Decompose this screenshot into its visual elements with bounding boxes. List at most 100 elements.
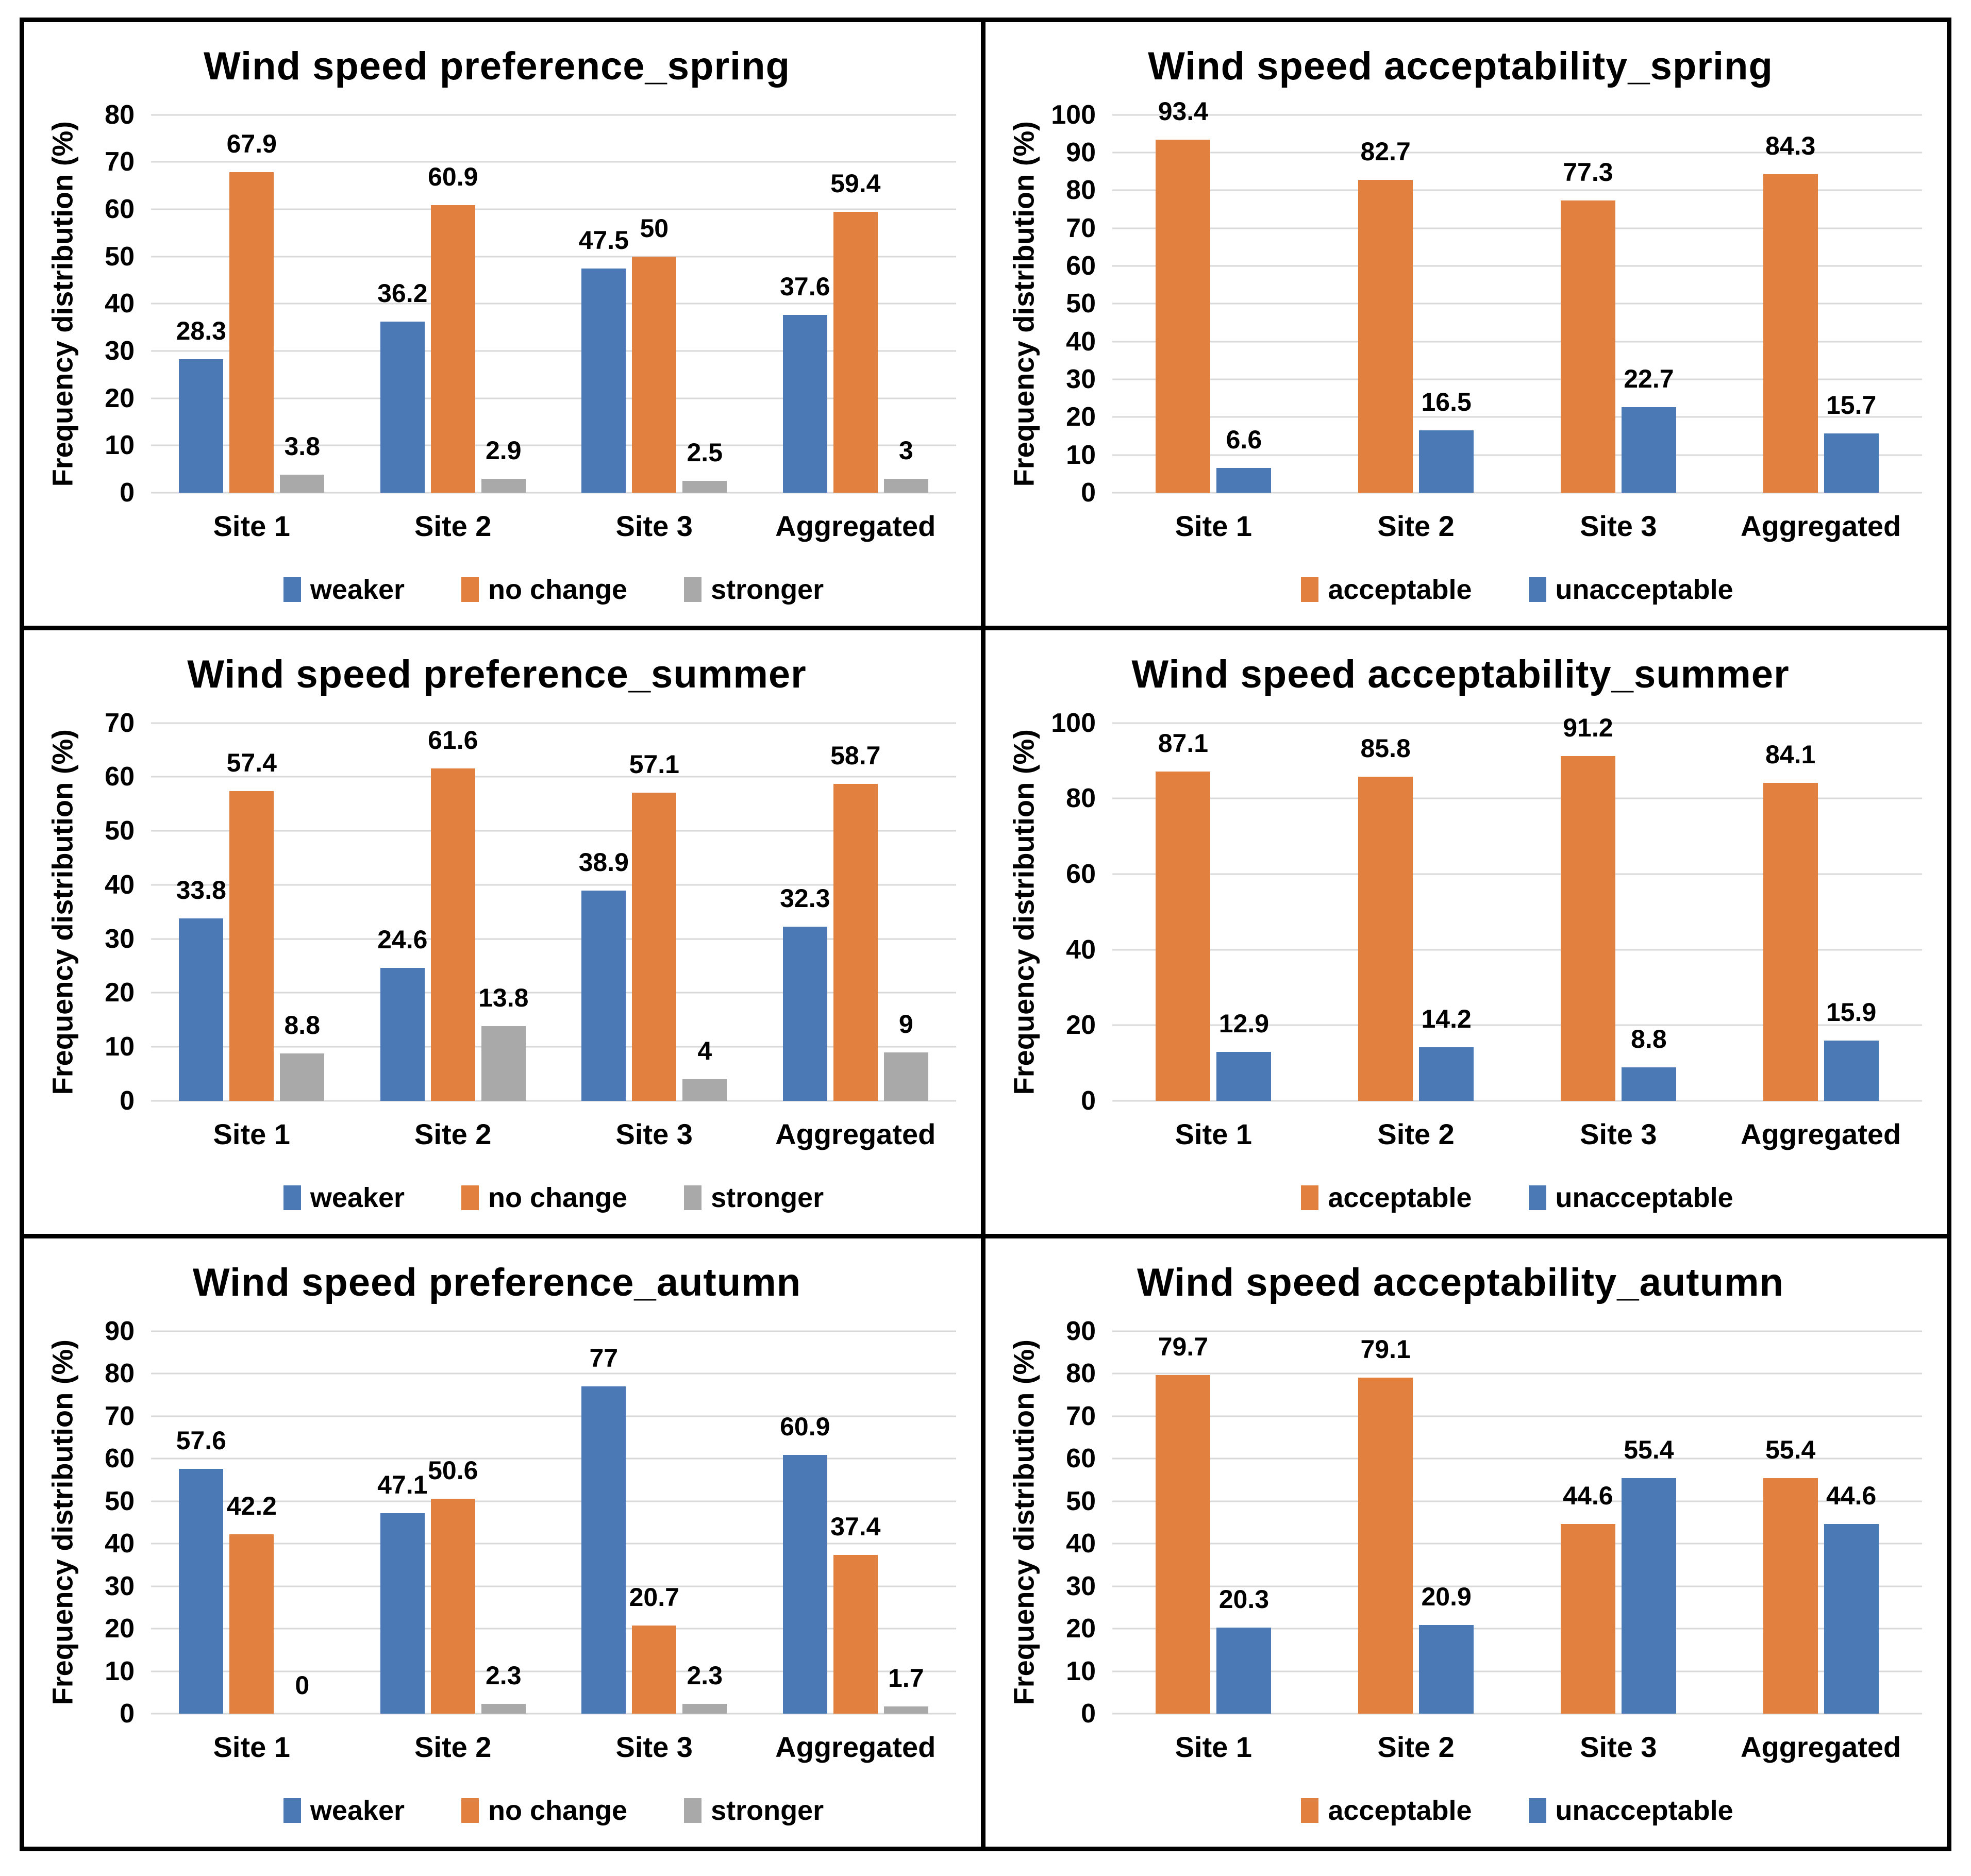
plot-area: 28.3 67.9 3.8 36.2 60.9 2.9 47.5 50 2.5 37.6 59.4 3 [151,114,956,494]
bar-value-label: 8.8 [1631,1025,1667,1054]
bar-acceptable: 93.4 [1156,98,1211,493]
bar-weaker: 33.8 [176,877,226,1101]
chart-title: Wind speed preference_summer [187,652,807,696]
gridline [1112,1330,1922,1332]
bar-value-label: 33.8 [176,875,226,904]
y-tick-label: 30 [105,924,135,954]
y-tick-label: 0 [1081,1086,1096,1116]
plot-row: Frequency distribution (%) 0 10 20 30 40 50 60… [38,102,956,506]
bar-value-label: 6.6 [1226,425,1262,454]
y-tick-label: 40 [1066,934,1096,965]
bar-unacceptable: 55.4 [1621,1437,1676,1714]
bar-no-change: 57.4 [227,750,277,1101]
bar-no-change: 20.7 [629,1584,679,1714]
bar-no-change: 37.4 [830,1514,880,1714]
x-category-label: Aggregated [1741,1117,1901,1150]
bar-value-label: 77 [589,1343,619,1372]
bar-value-label: 57.4 [226,748,277,777]
chart-body: Frequency distribution (%) 0 10 20 30 40 50 60… [38,91,956,621]
legend-label: acceptable [1328,1182,1472,1213]
legend: weaker no change stronger [151,1780,956,1841]
y-tick-label: 60 [105,762,135,792]
bar-group: 38.9 57.1 4 [554,723,755,1101]
y-axis-ticks: 0 20 40 60 80 100 [1048,710,1112,1114]
y-tick-label: 70 [105,147,135,177]
gridline [151,208,956,210]
gridline [151,1458,956,1460]
bar-acceptable: 79.7 [1156,1334,1211,1714]
y-tick-label: 90 [105,1316,135,1346]
gridline [1112,1585,1922,1587]
legend-item: no change [461,1795,627,1827]
bar-stronger: 3.8 [280,433,325,493]
y-tick-label: 20 [1066,1614,1096,1644]
legend-label: stronger [711,1182,824,1213]
plot-row: Frequency distribution (%) 0 10 20 30 40 50 60… [38,710,956,1114]
bar-unacceptable: 12.9 [1216,1011,1272,1101]
legend-swatch [283,1798,301,1823]
x-category-label: Site 2 [1377,1117,1455,1150]
gridline [151,1046,956,1048]
bar-value-label: 4 [697,1036,712,1066]
x-category-label: Site 1 [213,1117,290,1150]
y-tick-label: 80 [1066,175,1096,206]
y-tick-label: 50 [105,241,135,272]
y-tick-label: 0 [120,1086,135,1116]
x-category-label: Site 1 [1175,509,1252,542]
y-tick-label: 60 [105,194,135,224]
bar-value-label: 57.1 [629,749,679,779]
y-tick-label: 0 [1081,478,1096,508]
bar-value-label: 32.3 [780,883,830,913]
plot-area: 33.8 57.4 8.8 24.6 61.6 13.8 38.9 57.1 4 32.3 58.7… [151,722,956,1102]
y-axis-title: Frequency distribution (%) [1007,729,1040,1095]
x-axis-labels: Site 1 Site 2 Site 3 Aggregated [151,493,956,559]
gridline [1112,189,1922,191]
gridline [151,1330,956,1332]
bar-weaker: 38.9 [579,849,629,1101]
bar-stronger: 2.3 [481,1663,526,1714]
bar-value-label: 15.7 [1826,390,1877,420]
y-tick-label: 40 [105,1529,135,1559]
bar-group: 36.2 60.9 2.9 [353,115,554,493]
y-tick-label: 20 [105,1614,135,1644]
bar-group: 79.1 20.9 [1315,1331,1517,1714]
legend-item: acceptable [1301,1795,1472,1827]
bar-value-label: 9 [898,1009,913,1038]
y-tick-label: 20 [105,383,135,413]
y-axis-title: Frequency distribution (%) [46,729,79,1095]
y-tick-label: 80 [105,99,135,130]
bar-stronger: 4 [682,1038,727,1101]
legend: weaker no change stronger [151,1167,956,1229]
chart-title: Wind speed preference_autumn [192,1261,801,1304]
bar-value-label: 36.2 [377,279,428,308]
bar-value-label: 15.9 [1826,998,1877,1027]
y-tick-label: 30 [1066,364,1096,394]
legend-label: weaker [310,574,405,605]
bar-value-label: 55.4 [1765,1435,1816,1465]
bar-group: 47.5 50 2.5 [554,115,755,493]
bar-groups: 79.7 20.3 79.1 20.9 44.6 55.4 55.4 44.6 [1112,1331,1922,1714]
y-tick-label: 50 [1066,289,1096,319]
bar-weaker: 47.5 [579,227,629,493]
gridline [1112,873,1922,875]
bar-value-label: 58.7 [830,741,881,770]
bar-value-label: 47.1 [377,1470,428,1500]
plot-area: 93.4 6.6 82.7 16.5 77.3 22.7 84.3 15.7 [1112,98,1922,494]
legend-item: stronger [684,1795,824,1827]
chart-body: Frequency distribution (%) 0 10 20 30 40 50 60… [38,699,956,1229]
legend-item: weaker [283,1182,405,1214]
bar-unacceptable: 15.9 [1824,999,1879,1101]
bar-value-label: 16.5 [1421,388,1472,416]
plot-area: 57.6 42.2 0 47.1 50.6 2.3 77 20.7 2.3 60.9 37.4 1.7 [151,1330,956,1715]
gridline [151,1415,956,1417]
x-category-label: Site 1 [1175,1117,1252,1150]
plot-row: Frequency distribution (%) 0 10 20 30 40 50 60… [999,98,1922,506]
legend-item: no change [461,1182,627,1214]
x-category-label: Aggregated [775,1117,936,1150]
y-tick-label: 50 [105,816,135,846]
x-category-label: Site 3 [615,1117,693,1150]
gridline [151,1372,956,1375]
bar-value-label: 0 [295,1671,310,1700]
bar-acceptable: 84.1 [1763,742,1818,1101]
legend-item: unacceptable [1528,574,1733,606]
